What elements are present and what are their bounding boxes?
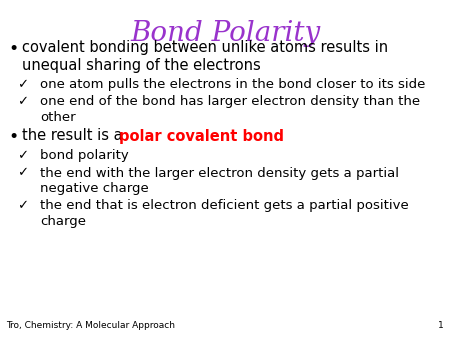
- Text: ✓: ✓: [17, 96, 28, 108]
- Text: covalent bonding between unlike atoms results in
unequal sharing of the electron: covalent bonding between unlike atoms re…: [22, 40, 388, 73]
- Text: •: •: [8, 40, 18, 58]
- Text: Tro, Chemistry: A Molecular Approach: Tro, Chemistry: A Molecular Approach: [6, 321, 175, 330]
- Text: one end of the bond has larger electron density than the
other: one end of the bond has larger electron …: [40, 96, 420, 124]
- Text: the end with the larger electron density gets a partial
negative charge: the end with the larger electron density…: [40, 167, 399, 195]
- Text: ✓: ✓: [17, 78, 28, 91]
- Text: the end that is electron deficient gets a partial positive
charge: the end that is electron deficient gets …: [40, 199, 409, 228]
- Text: one atom pulls the electrons in the bond closer to its side: one atom pulls the electrons in the bond…: [40, 78, 425, 91]
- Text: •: •: [8, 128, 18, 146]
- Text: ✓: ✓: [17, 199, 28, 213]
- Text: ✓: ✓: [17, 167, 28, 179]
- Text: polar covalent bond: polar covalent bond: [119, 128, 284, 144]
- Text: Bond Polarity: Bond Polarity: [130, 20, 320, 47]
- Text: the result is a: the result is a: [22, 128, 127, 144]
- Text: 1: 1: [438, 321, 444, 330]
- Text: ✓: ✓: [17, 149, 28, 162]
- Text: bond polarity: bond polarity: [40, 149, 129, 162]
